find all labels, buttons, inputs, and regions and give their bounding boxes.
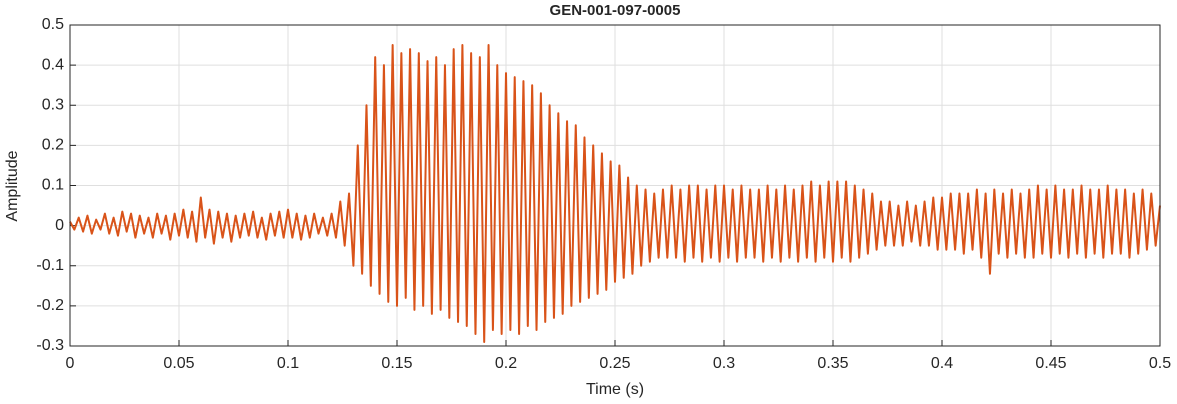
x-tick-label: 0.05 — [163, 355, 194, 372]
y-tick-label: -0.3 — [36, 337, 64, 354]
y-axis-label: Amplitude — [4, 150, 21, 221]
y-tick-label: -0.2 — [36, 297, 64, 314]
x-tick-label: 0.35 — [817, 355, 848, 372]
x-tick-label: 0.5 — [1149, 355, 1171, 372]
chart-title: GEN-001-097-0005 — [550, 2, 681, 19]
y-tick-label: 0.5 — [42, 16, 64, 33]
x-tick-label: 0.45 — [1035, 355, 1066, 372]
y-tick-label: 0.1 — [42, 177, 64, 194]
x-tick-label: 0.15 — [381, 355, 412, 372]
x-tick-label: 0.1 — [277, 355, 299, 372]
x-tick-label: 0 — [66, 355, 75, 372]
y-tick-label: 0.4 — [42, 56, 64, 73]
x-axis-label: Time (s) — [586, 381, 644, 398]
x-tick-label: 0.25 — [599, 355, 630, 372]
x-tick-label: 0.2 — [495, 355, 517, 372]
plot-frame — [69, 24, 1161, 347]
waveform — [69, 44, 1161, 343]
y-tick-label: 0.2 — [42, 137, 64, 154]
x-tick-label: 0.3 — [713, 355, 735, 372]
y-tick-label: 0 — [55, 217, 64, 234]
y-tick-label: 0.3 — [42, 96, 64, 113]
y-tick-label: -0.1 — [36, 257, 64, 274]
x-tick-label: 0.4 — [931, 355, 953, 372]
